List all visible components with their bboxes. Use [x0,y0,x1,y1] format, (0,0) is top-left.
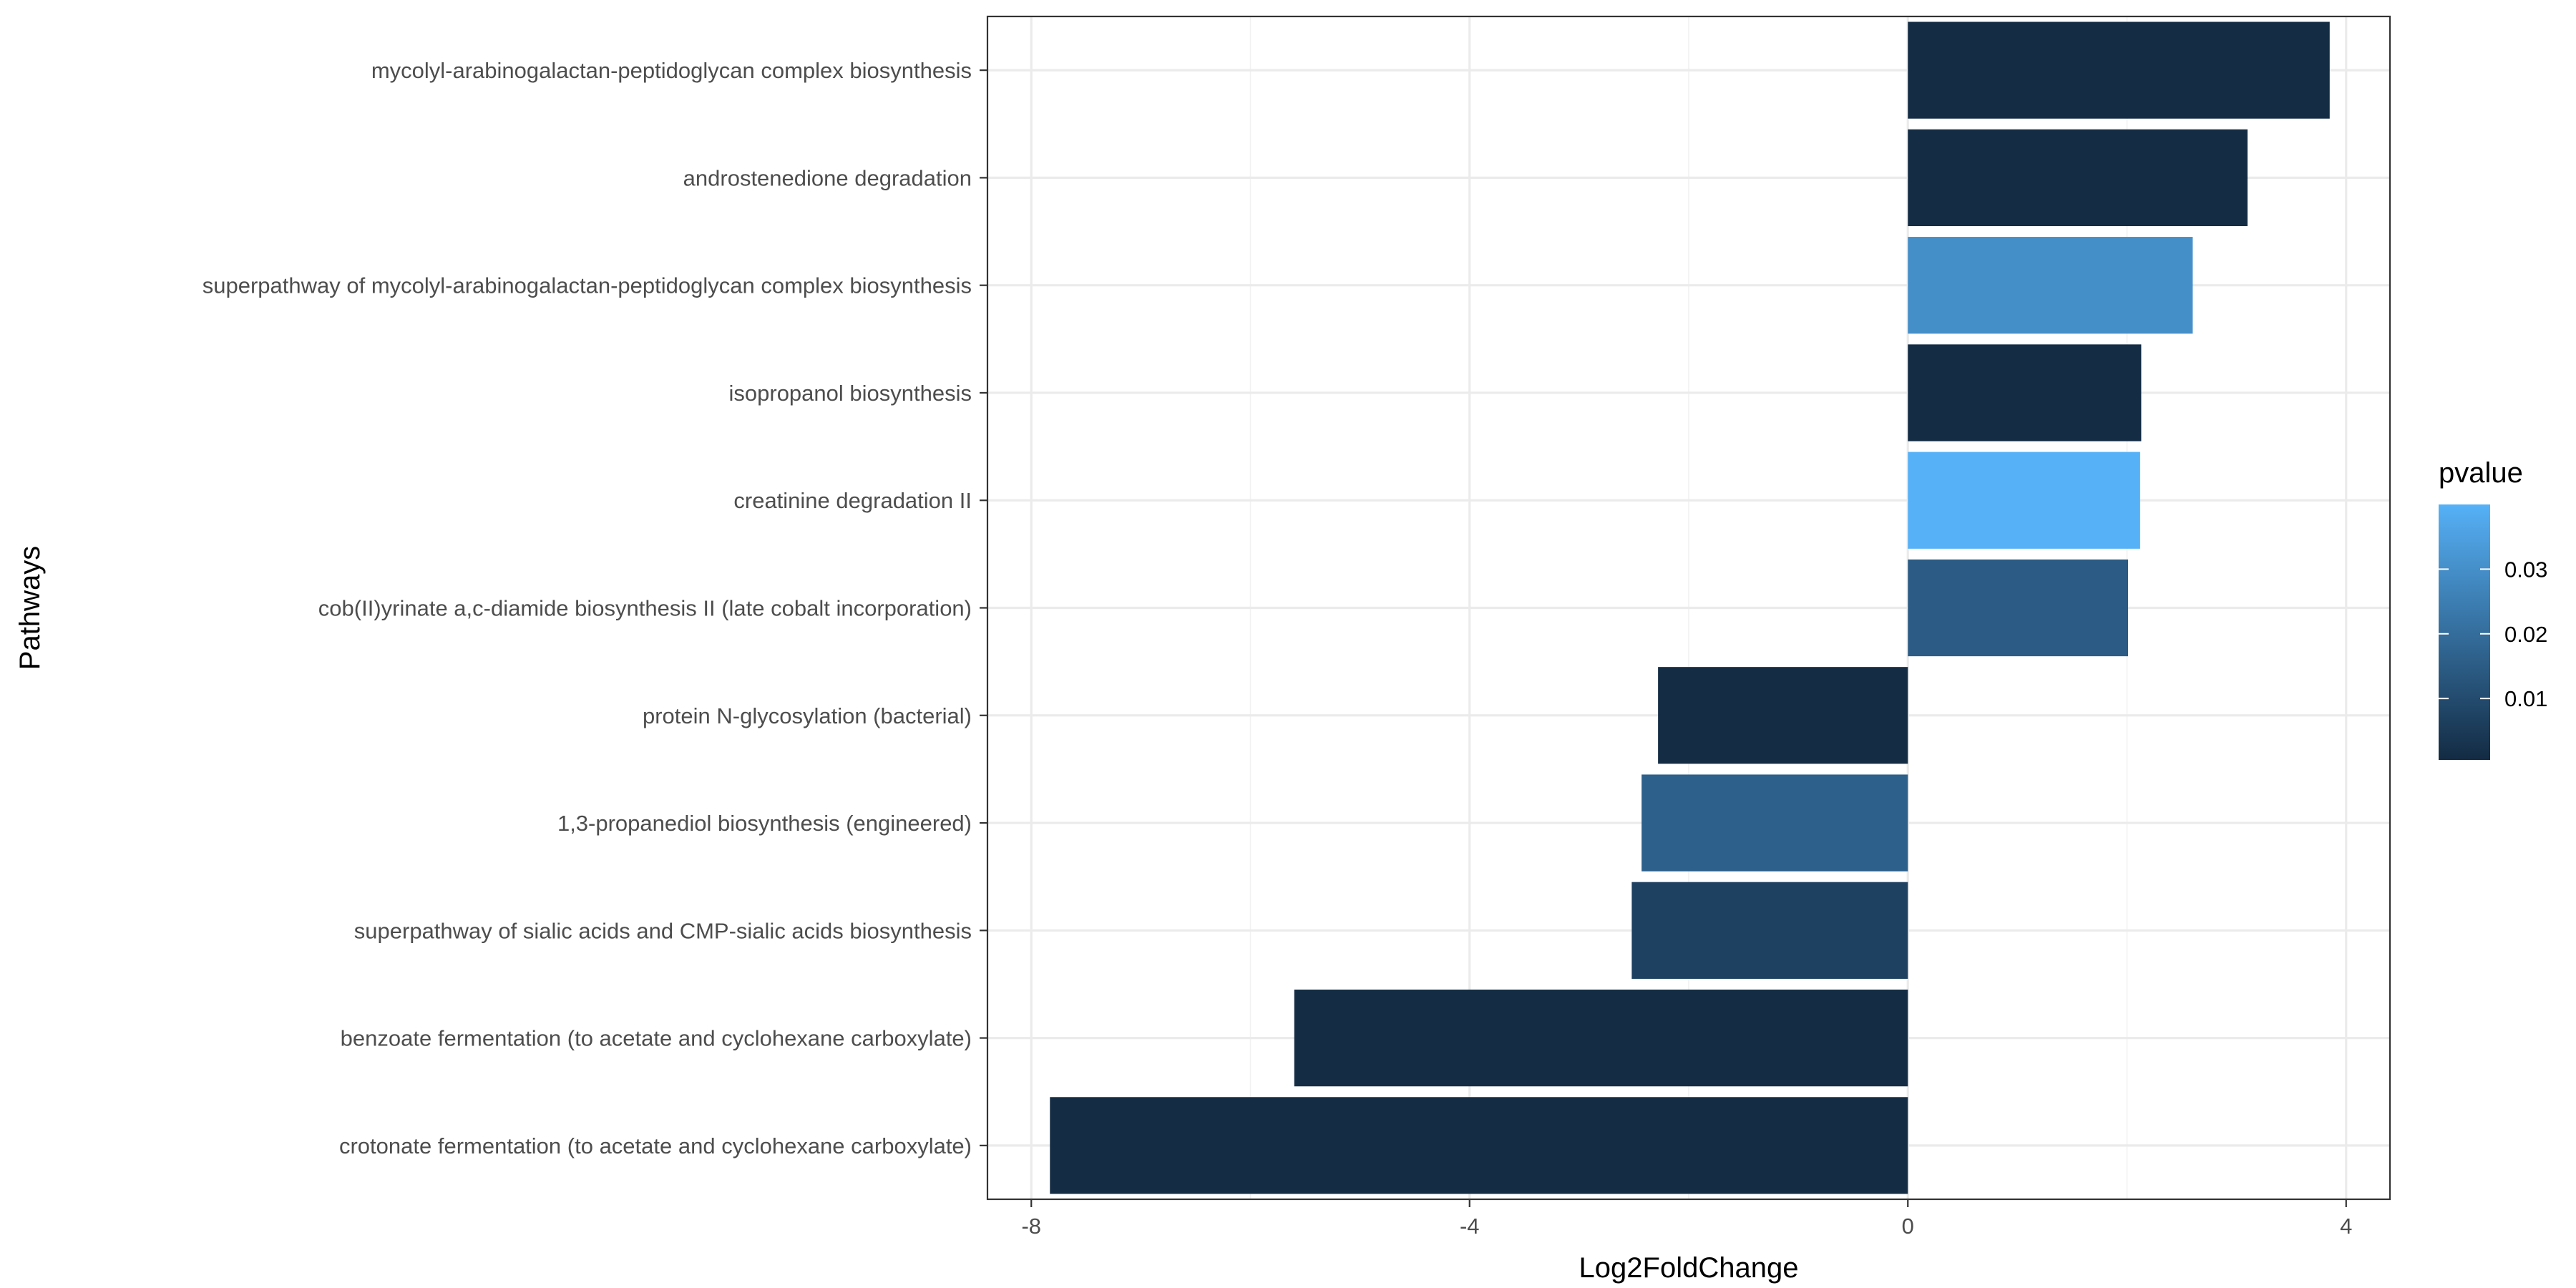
x-tick-label: 4 [2340,1214,2352,1239]
bar [1908,129,2248,227]
bar [1294,989,1908,1087]
legend-tick-label: 0.03 [2504,557,2547,582]
bar [1631,882,1908,979]
x-axis: -8 -4 0 4 [1021,1199,2352,1239]
legend-ticks: 0.01 0.02 0.03 [2439,557,2547,711]
y-tick-label: superpathway of sialic acids and CMP-sia… [354,918,972,943]
y-tick-label: isopropanol biosynthesis [729,381,972,406]
bar [1908,21,2330,119]
x-tick-label: -4 [1460,1214,1480,1239]
legend-tick-label: 0.02 [2504,622,2547,647]
y-tick-label: protein N-glycosylation (bacterial) [643,703,972,728]
y-axis-title: Pathways [14,546,46,670]
legend-title: pvalue [2439,457,2523,489]
y-tick-label: 1,3-propanediol biosynthesis (engineered… [557,811,972,836]
x-axis-title: Log2FoldChange [1579,1252,1799,1284]
bar [1658,667,1908,764]
bars [1050,21,2330,1194]
bar [1908,237,2193,334]
legend-colorbar [2439,504,2490,760]
bar [1641,774,1908,872]
y-tick-label: crotonate fermentation (to acetate and c… [339,1133,972,1158]
bar [1908,344,2142,441]
bar [1908,559,2129,657]
y-axis: mycolyl-arabinogalactan-peptidoglycan co… [203,58,987,1158]
y-tick-label: cob(II)yrinate a,c-diamide biosynthesis … [318,596,972,621]
y-tick-label: creatinine degradation II [733,488,972,513]
bar [1050,1097,1908,1194]
y-tick-label: androstenedione degradation [683,165,972,190]
y-tick-label: benzoate fermentation (to acetate and cy… [341,1026,972,1051]
bar [1908,452,2140,549]
x-tick-label: -8 [1021,1214,1041,1239]
y-tick-label: mycolyl-arabinogalactan-peptidoglycan co… [371,58,972,83]
x-tick-label: 0 [1902,1214,1914,1239]
legend: pvalue 0.01 0.02 0.03 [2439,457,2547,760]
legend-tick-label: 0.01 [2504,686,2547,711]
y-tick-label: superpathway of mycolyl-arabinogalactan-… [203,273,972,298]
